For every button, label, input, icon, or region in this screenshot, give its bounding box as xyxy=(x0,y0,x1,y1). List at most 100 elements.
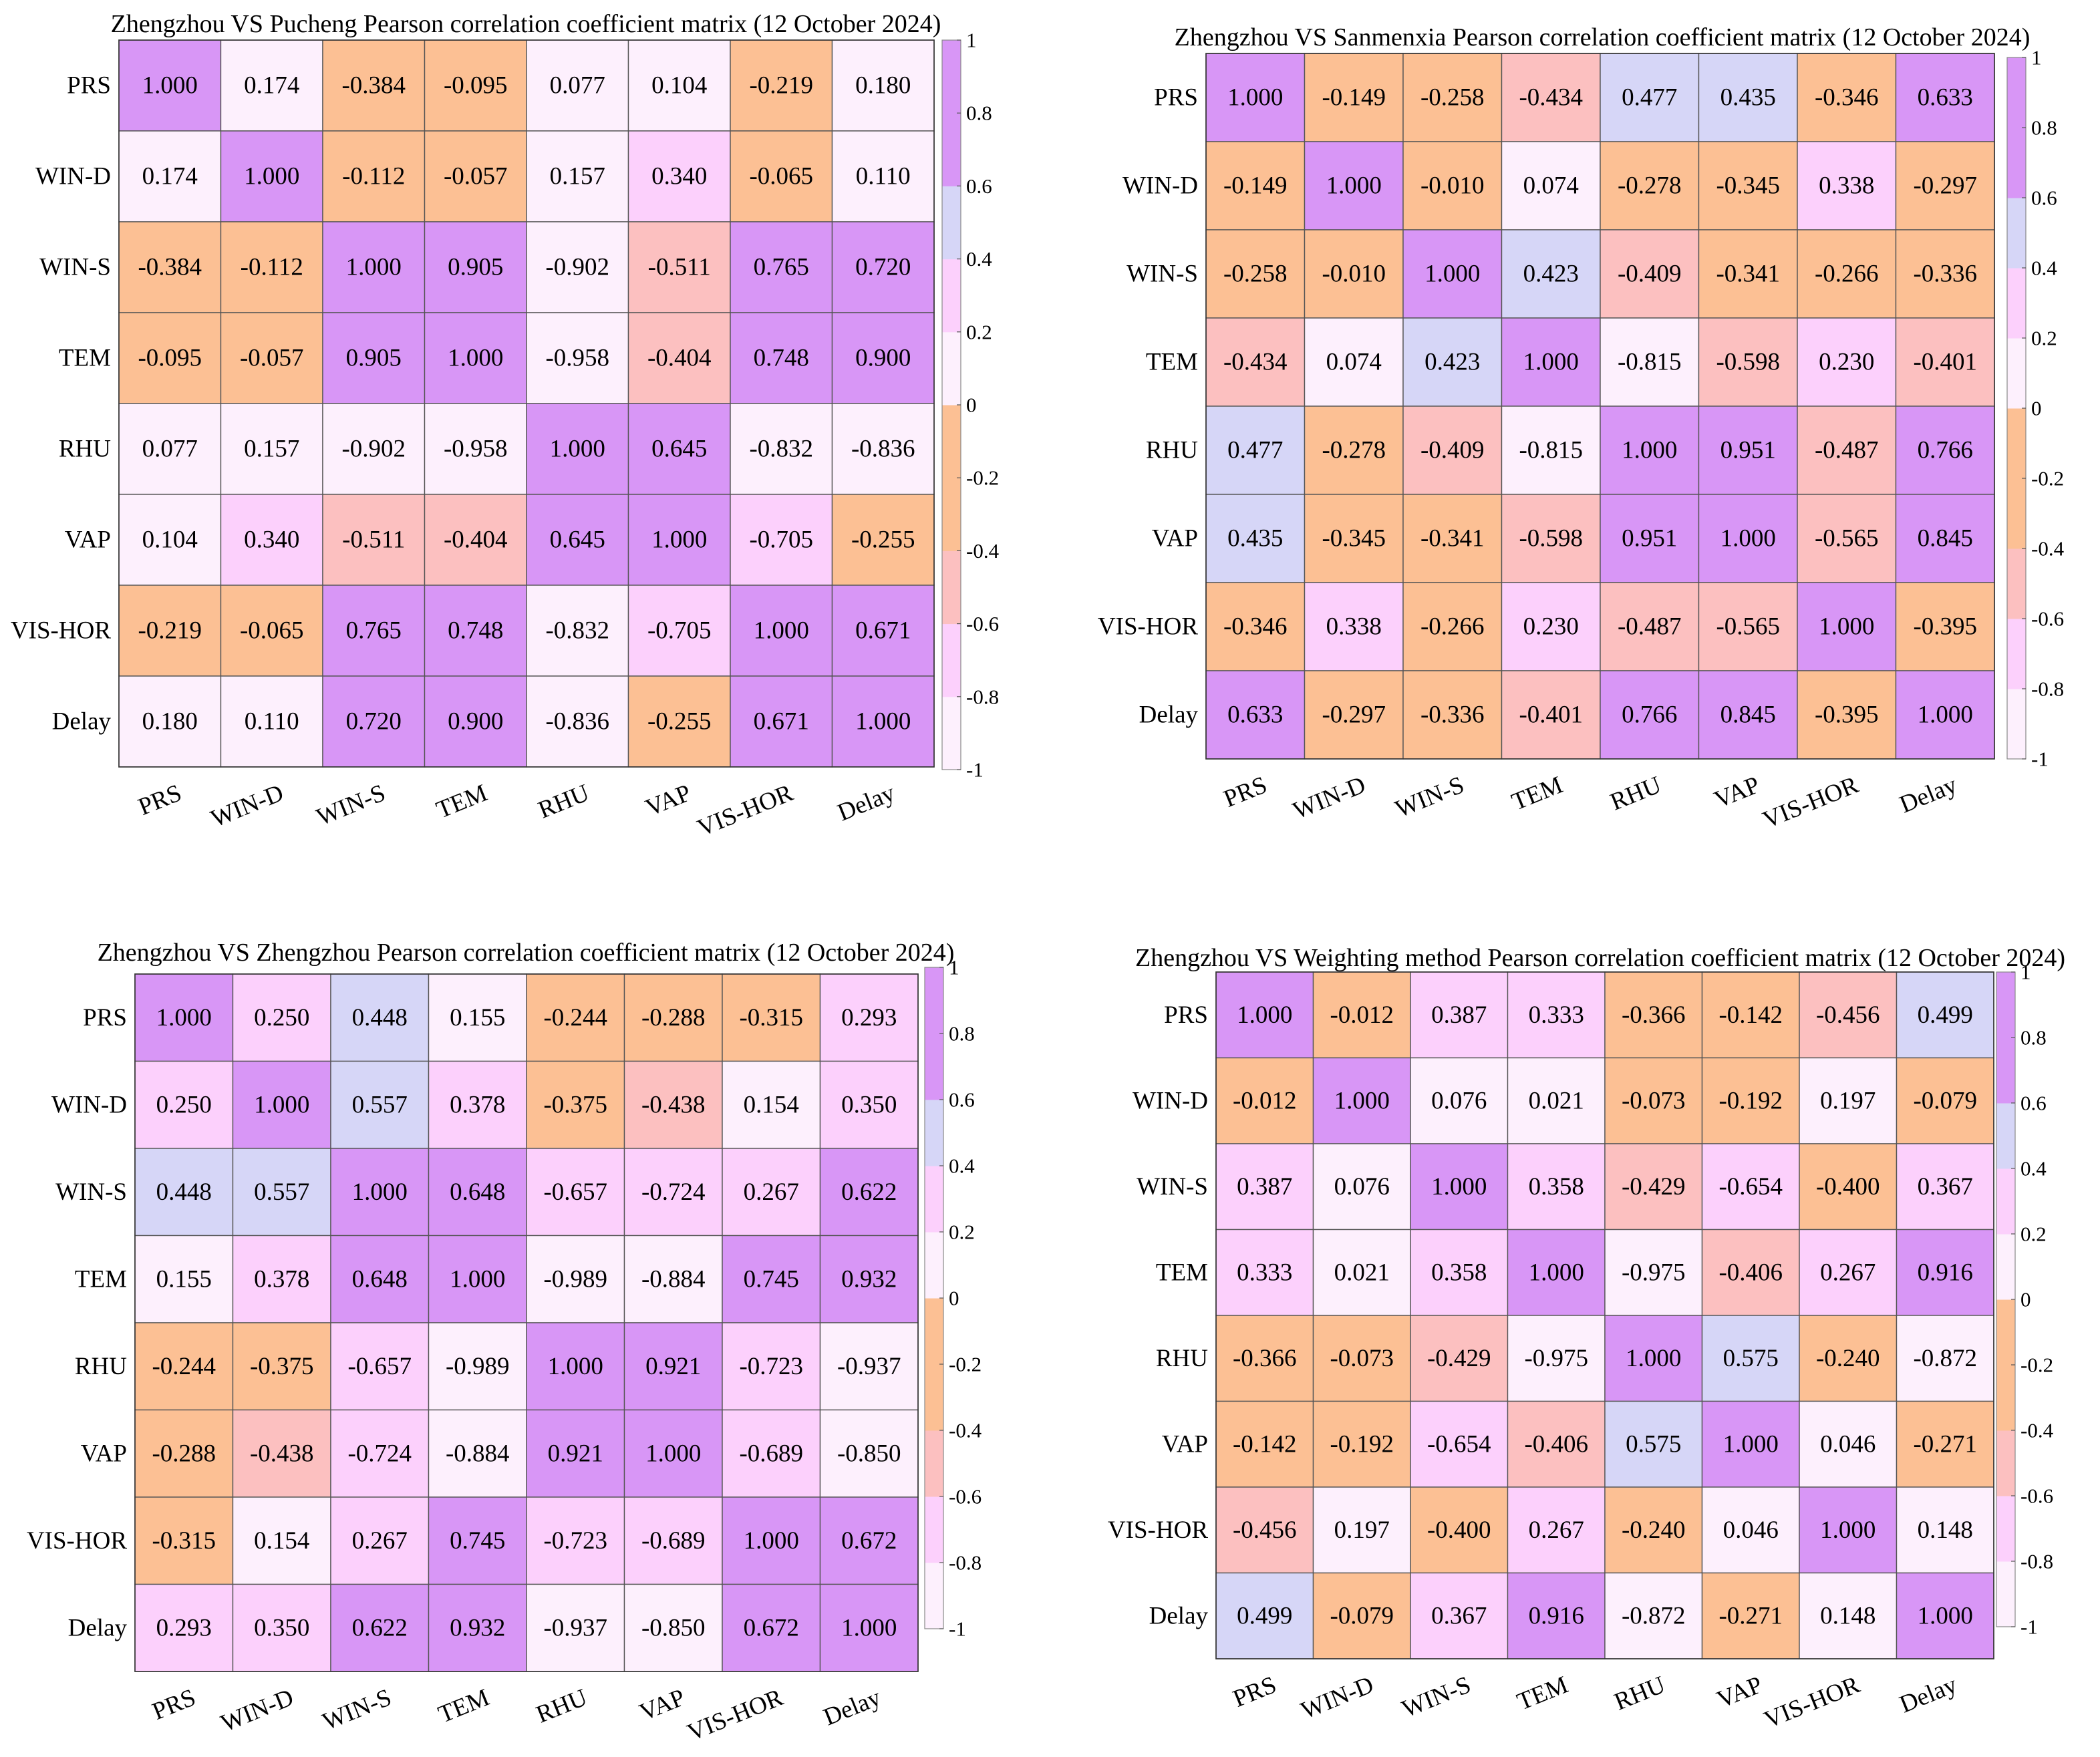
heatmap-cell xyxy=(428,973,527,1062)
colorbar-segment xyxy=(2007,128,2026,198)
cell-value-label: 0.293 xyxy=(156,1614,212,1641)
x-tick-label: RHU xyxy=(1606,771,1665,816)
cell-value-label: 0.021 xyxy=(1529,1087,1584,1114)
colorbar-segment xyxy=(1996,1168,2015,1235)
heatmap-cell xyxy=(1501,406,1601,495)
cell-value-label: 1.000 xyxy=(244,163,299,190)
heatmap-cell xyxy=(1604,1486,1703,1574)
heatmap-cell xyxy=(1604,1315,1703,1402)
cell-value-label: -0.902 xyxy=(545,254,609,281)
x-tick-label: PRS xyxy=(134,779,185,821)
heatmap-cell xyxy=(424,130,527,222)
heatmap-cell xyxy=(1312,1572,1411,1659)
cell-value-label: -0.315 xyxy=(739,1004,803,1031)
heatmap-cell xyxy=(623,1322,723,1411)
cell-value-label: -0.010 xyxy=(1322,261,1386,288)
heatmap-cell xyxy=(134,1322,234,1411)
colorbar-segment xyxy=(925,967,943,1034)
heatmap-cell xyxy=(1799,1486,1898,1574)
heatmap-cell xyxy=(1701,1143,1800,1231)
cell-value-label: -0.937 xyxy=(543,1614,607,1641)
x-tick-label: WIN-S xyxy=(319,1684,395,1736)
cell-value-label: -0.958 xyxy=(545,345,609,372)
heatmap-cell xyxy=(1312,1400,1411,1488)
colorbar-tick-label: 0.8 xyxy=(949,1022,975,1046)
cell-value-label: -0.366 xyxy=(1233,1345,1297,1372)
x-tick-label: VAP xyxy=(642,779,696,822)
heatmap-panel-3: Zhengzhou VS Zhengzhou Pearson correlati… xyxy=(27,939,982,1747)
heatmap-cell xyxy=(330,1235,430,1323)
cell-value-label: 0.477 xyxy=(1622,84,1677,112)
heatmap-cell xyxy=(819,1409,919,1498)
cell-value-label: -0.975 xyxy=(1622,1259,1686,1286)
cell-value-label: -0.401 xyxy=(1913,349,1977,376)
cell-value-label: 0.350 xyxy=(254,1614,309,1641)
cell-value-label: 0.951 xyxy=(1622,525,1677,552)
heatmap-cell xyxy=(1799,1400,1898,1488)
y-tick-label: WIN-S xyxy=(1127,261,1198,288)
colorbar-tick-label: 0.4 xyxy=(949,1154,975,1178)
cell-value-label: -0.654 xyxy=(1427,1430,1491,1458)
heatmap-cell xyxy=(424,403,527,495)
cell-value-label: -0.244 xyxy=(543,1004,607,1031)
cell-value-label: -0.345 xyxy=(1322,525,1386,552)
cell-value-label: 0.148 xyxy=(1918,1516,1973,1544)
cell-value-label: 0.557 xyxy=(254,1178,309,1206)
x-tick-label: Delay xyxy=(1896,1671,1961,1718)
colorbar-segment xyxy=(2007,268,2026,339)
cell-value-label: -0.341 xyxy=(1420,525,1485,552)
heatmap-cell xyxy=(1501,582,1601,671)
colorbar-tick-label: -0.4 xyxy=(2031,537,2065,561)
colorbar-tick-label: -1 xyxy=(966,758,984,782)
heatmap-cell xyxy=(627,675,731,768)
cell-value-label: 1.000 xyxy=(1723,1430,1779,1458)
cell-value-label: 1.000 xyxy=(254,1091,309,1118)
cell-value-label: -0.850 xyxy=(641,1614,706,1641)
cell-value-label: -0.095 xyxy=(444,72,508,100)
y-tick-label: RHU xyxy=(1146,437,1198,464)
y-tick-label: VIS-HOR xyxy=(1108,1516,1208,1544)
y-tick-label: VAP xyxy=(1162,1430,1208,1458)
cell-value-label: 0.905 xyxy=(346,345,402,372)
cell-value-label: 0.905 xyxy=(448,254,503,281)
colorbar-tick-label: -0.6 xyxy=(949,1485,982,1508)
cell-value-label: 0.074 xyxy=(1326,349,1382,376)
cell-value-label: -0.073 xyxy=(1622,1087,1686,1114)
cell-value-label: -0.723 xyxy=(739,1353,803,1380)
heatmap-cell xyxy=(730,312,833,404)
cell-value-label: 0.338 xyxy=(1326,613,1382,641)
colorbar-tick-label: 0.4 xyxy=(2031,257,2057,280)
heatmap-cell xyxy=(623,1235,723,1323)
cell-value-label: -0.400 xyxy=(1427,1516,1491,1544)
x-tick-label: RHU xyxy=(533,1684,591,1728)
heatmap-cell xyxy=(1799,1572,1898,1659)
cell-value-label: 0.267 xyxy=(744,1178,799,1206)
heatmap-cell xyxy=(1895,406,1995,495)
cell-value-label: 0.645 xyxy=(651,436,707,463)
cell-value-label: 0.180 xyxy=(142,708,198,736)
heatmap-cell xyxy=(322,585,426,677)
cell-value-label: 0.916 xyxy=(1918,1259,1973,1286)
heatmap-cell xyxy=(1507,1315,1606,1402)
colorbar-tick-label: 0 xyxy=(949,1287,959,1310)
cell-value-label: 0.076 xyxy=(1334,1173,1390,1201)
cell-value-label: -0.149 xyxy=(1223,172,1288,200)
x-tick-label: WIN-S xyxy=(1392,771,1468,823)
colorbar-tick-label: 0.2 xyxy=(949,1221,975,1244)
heatmap-cell xyxy=(134,1235,234,1323)
cell-value-label: -0.815 xyxy=(1618,349,1682,376)
y-tick-label: VAP xyxy=(81,1440,127,1467)
cell-value-label: 0.672 xyxy=(841,1527,897,1555)
cell-value-label: 0.154 xyxy=(744,1091,799,1118)
cell-value-label: -0.689 xyxy=(641,1527,706,1555)
cell-value-label: 0.378 xyxy=(450,1091,505,1118)
cell-value-label: -0.012 xyxy=(1330,1001,1394,1029)
cell-value-label: -0.271 xyxy=(1718,1602,1783,1629)
cell-value-label: -0.705 xyxy=(647,617,712,645)
x-tick-label: WIN-D xyxy=(1289,771,1369,824)
cell-value-label: 1.000 xyxy=(645,1440,701,1467)
heatmap-cell xyxy=(1312,1315,1411,1402)
heatmap-cell xyxy=(526,585,629,677)
